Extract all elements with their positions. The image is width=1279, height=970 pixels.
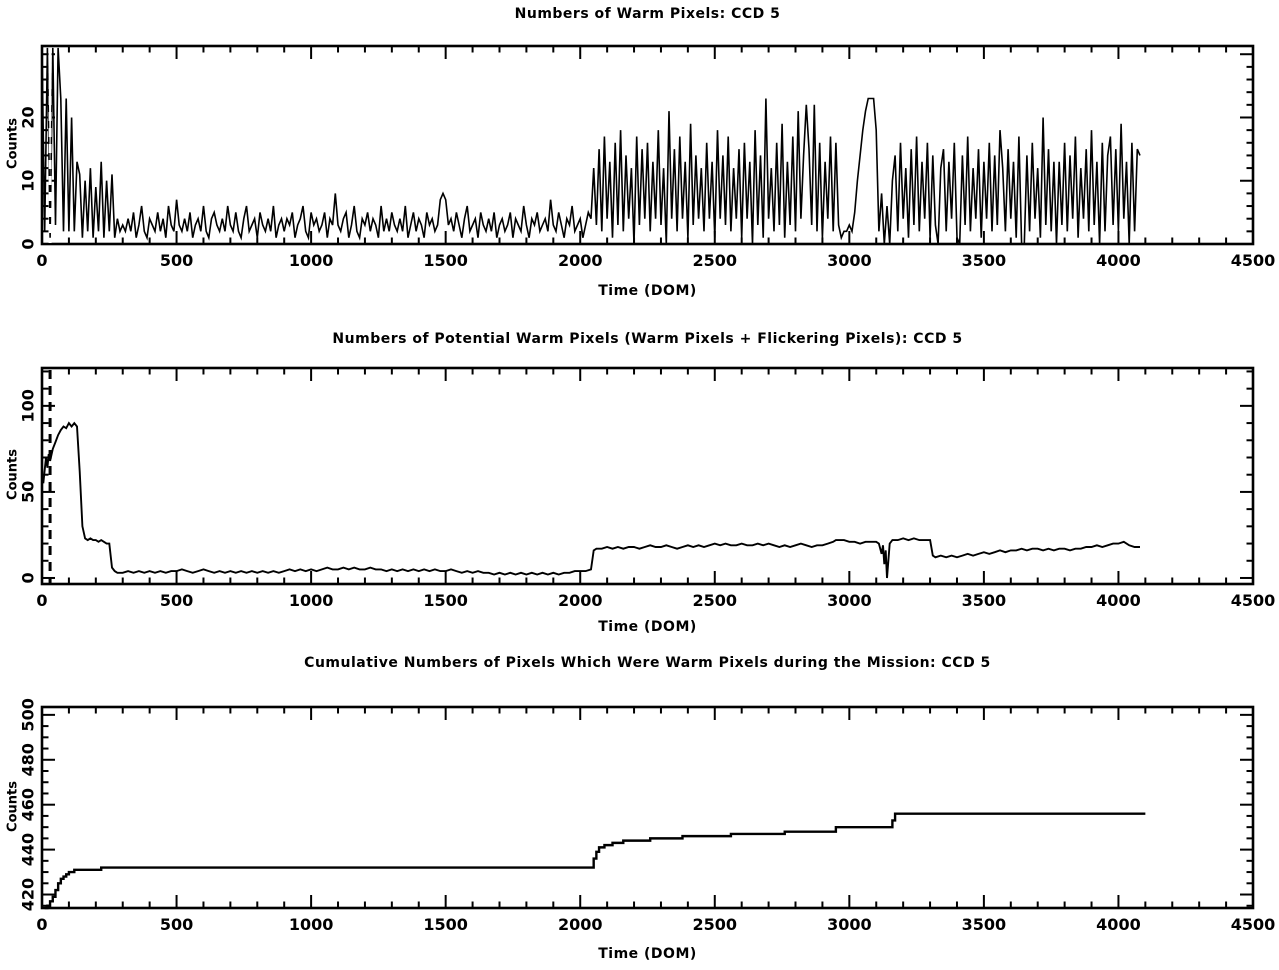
x-tick-label: 1500	[423, 251, 468, 270]
cumulative-warm-pixels	[44, 812, 1146, 910]
x-tick-label: 4000	[1096, 251, 1141, 270]
x-tick-label: 3000	[827, 251, 872, 270]
warm-pixel-counts	[41, 47, 1141, 245]
x-tick-label: 0	[36, 251, 47, 270]
y-tick-label: 440	[19, 833, 38, 866]
plot-frame	[40, 705, 1255, 910]
x-tick-label: 3500	[962, 915, 1007, 934]
plot-frame	[40, 366, 1255, 586]
chart1-y-axis-label: Counts	[5, 118, 21, 169]
chart2-x-axis-label: Time (DOM)	[598, 619, 697, 635]
y-tick-label: 500	[19, 698, 38, 731]
y-tick-label: 0	[19, 238, 38, 249]
x-tick-label: 3000	[827, 591, 872, 610]
x-tick-label: 1000	[289, 591, 334, 610]
x-tick-label: 1000	[289, 251, 334, 270]
x-tick-label: 4000	[1096, 915, 1141, 934]
tick-labels: 0 500 1000 1500 2000 2500 3000 3500 4000 4500 0 50 1…	[19, 389, 1276, 610]
tick-labels: 0 500 1000 1500 2000 2500 3000 3500 4000 4500 420 4…	[19, 698, 1276, 934]
x-tick-label: 1500	[423, 915, 468, 934]
x-tick-label: 1000	[289, 915, 334, 934]
chart2-title: Numbers of Potential Warm Pixels (Warm P…	[332, 331, 963, 347]
x-tick-label: 3500	[962, 251, 1007, 270]
y-tick-label: 420	[19, 878, 38, 911]
plot-frame	[40, 44, 1255, 246]
y-tick-label: 10	[19, 170, 38, 192]
x-tick-label: 2000	[558, 591, 603, 610]
y-tick-label: 100	[19, 389, 38, 422]
tick-labels: 0 500 1000 1500 2000 2500 3000 3500 4000 4500 0 10 2…	[19, 106, 1276, 270]
chart2-y-axis-label: Counts	[5, 449, 21, 500]
x-tick-label: 3000	[827, 915, 872, 934]
potential-warm-pixel-counts	[42, 421, 1140, 579]
x-tick-label: 4500	[1231, 591, 1276, 610]
x-tick-label: 2500	[693, 915, 738, 934]
y-tick-label: 20	[19, 106, 38, 128]
x-tick-label: 2500	[693, 591, 738, 610]
x-tick-label: 2000	[558, 251, 603, 270]
chart3-title: Cumulative Numbers of Pixels Which Were …	[304, 655, 991, 671]
x-tick-label: 0	[36, 915, 47, 934]
chart3-x-axis-label: Time (DOM)	[598, 946, 697, 962]
x-tick-label: 4500	[1231, 251, 1276, 270]
chart1-x-axis-label: Time (DOM)	[598, 283, 697, 299]
chart-3: 0 500 1000 1500 2000 2500 3000 3500 4000 4500 420 4…	[19, 698, 1276, 934]
x-tick-label: 500	[160, 591, 193, 610]
y-tick-label: 460	[19, 788, 38, 821]
chart3-y-axis-label: Counts	[5, 781, 21, 832]
y-tick-label: 50	[19, 481, 38, 503]
axis-ticks	[41, 368, 1254, 584]
x-tick-label: 500	[160, 915, 193, 934]
x-tick-label: 1500	[423, 591, 468, 610]
y-tick-label: 0	[19, 572, 38, 583]
x-tick-label: 4500	[1231, 915, 1276, 934]
chart-2: 0 500 1000 1500 2000 2500 3000 3500 4000 4500 0 50 1…	[19, 366, 1276, 610]
x-tick-label: 4000	[1096, 591, 1141, 610]
axis-ticks	[41, 707, 1254, 908]
x-tick-label: 2500	[693, 251, 738, 270]
x-tick-label: 500	[160, 251, 193, 270]
chart-1: 0 500 1000 1500 2000 2500 3000 3500 4000 4500 0 10 2…	[19, 44, 1276, 270]
x-tick-label: 3500	[962, 591, 1007, 610]
y-tick-label: 480	[19, 743, 38, 776]
x-tick-label: 0	[36, 591, 47, 610]
x-tick-label: 2000	[558, 915, 603, 934]
chart1-title: Numbers of Warm Pixels: CCD 5	[514, 6, 781, 22]
